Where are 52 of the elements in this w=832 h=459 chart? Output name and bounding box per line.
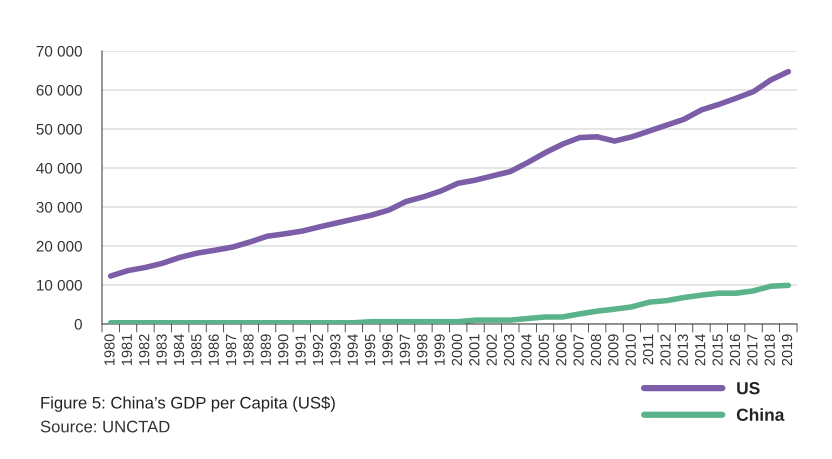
y-tick-label: 60 000 bbox=[36, 84, 82, 96]
x-tick-label: 1992 bbox=[312, 334, 324, 366]
x-tick-label: 2013 bbox=[678, 334, 688, 366]
y-tick-label: 40 000 bbox=[36, 162, 82, 174]
x-tick-label: 2016 bbox=[730, 334, 740, 366]
x-tick-label: 1988 bbox=[243, 334, 254, 366]
x-tick-label: 1982 bbox=[139, 334, 150, 366]
y-tick-label: 0 bbox=[74, 318, 82, 330]
x-tick-label: 1998 bbox=[417, 334, 428, 366]
y-tick-label: 50 000 bbox=[36, 124, 82, 135]
x-tick-label: 1985 bbox=[191, 334, 202, 366]
x-tick-label: 2012 bbox=[660, 334, 671, 366]
x-tick-label: 2008 bbox=[590, 334, 602, 366]
x-tick-label: 1994 bbox=[348, 334, 358, 366]
x-tick-label: 2018 bbox=[764, 334, 775, 366]
y-tick-label: 30 000 bbox=[36, 202, 82, 213]
x-tick-label: 1986 bbox=[208, 334, 219, 366]
x-tick-label: 1993 bbox=[330, 334, 340, 366]
x-tick-label: 2006 bbox=[556, 334, 566, 366]
x-tick-label: 1980 bbox=[104, 334, 115, 366]
legend-label: US bbox=[737, 382, 760, 394]
x-tick-label: 1983 bbox=[156, 334, 167, 366]
x-tick-label: 2014 bbox=[695, 334, 706, 366]
x-tick-label: 1984 bbox=[174, 334, 184, 366]
legend-label: China bbox=[736, 408, 784, 421]
x-tick-label: 1996 bbox=[382, 334, 393, 366]
x-tick-label: 2010 bbox=[626, 334, 636, 366]
x-tick-label: 1995 bbox=[364, 334, 376, 366]
x-tick-label: 2015 bbox=[712, 334, 723, 366]
x-tick-label: 1981 bbox=[122, 334, 132, 366]
x-tick-label: 2004 bbox=[521, 334, 532, 366]
y-tick-label: 20 000 bbox=[36, 240, 82, 252]
x-tick-label: 2017 bbox=[747, 334, 758, 366]
x-tick-label: 2002 bbox=[486, 334, 497, 366]
x-tick-label: 2001 bbox=[469, 334, 480, 366]
x-tick-label: 1999 bbox=[434, 334, 445, 366]
x-tick-label: 1991 bbox=[295, 334, 306, 366]
text: Figure 5: China’s GDP per Capita (US$) bbox=[41, 396, 335, 412]
x-tick-label: 1997 bbox=[400, 334, 410, 366]
x-tick-label: 2011 bbox=[642, 334, 654, 364]
source-note: Source: UNCTAD bbox=[40, 420, 170, 432]
x-tick-label: 1989 bbox=[260, 334, 271, 366]
x-tick-label: 2000 bbox=[452, 334, 462, 366]
y-tick-label: 70 000 bbox=[36, 46, 82, 57]
x-tick-label: 1990 bbox=[278, 334, 288, 366]
x-tick-label: 2009 bbox=[608, 334, 618, 366]
x-tick-label: 1987 bbox=[226, 334, 236, 366]
x-tick-label: 2019 bbox=[782, 334, 792, 366]
y-tick-label: 10 000 bbox=[36, 280, 82, 291]
x-tick-label: 2007 bbox=[573, 334, 584, 366]
x-tick-label: 2003 bbox=[504, 334, 514, 366]
x-tick-label: 2005 bbox=[538, 334, 549, 366]
